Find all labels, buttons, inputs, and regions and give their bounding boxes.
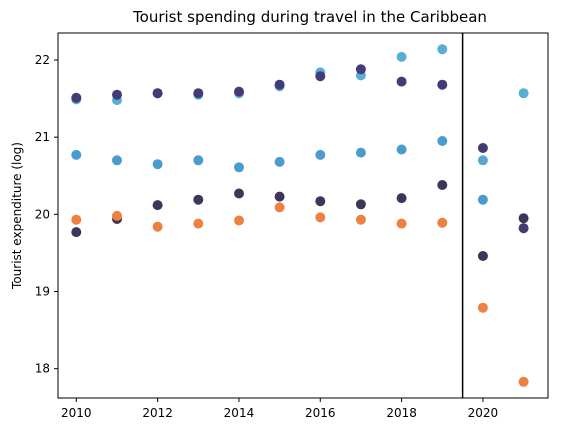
data-point-s1-1	[112, 89, 122, 100]
x-tick-label: 2014	[224, 406, 255, 420]
data-point-s4-6	[315, 196, 326, 207]
data-point-s2-3	[193, 155, 204, 166]
data-point-s4-4	[234, 188, 244, 199]
data-point-s3-0	[477, 155, 488, 166]
y-tick-label: 20	[35, 207, 50, 221]
data-point-s4-5	[274, 191, 285, 202]
data-point-s4-2	[152, 200, 163, 211]
data-point-s5-8	[396, 218, 407, 229]
data-point-s5-3	[193, 218, 204, 229]
data-point-s2-0	[71, 149, 82, 160]
data-point-s2-5	[274, 156, 285, 167]
data-point-s1-11	[518, 223, 529, 234]
x-tick-label: 2020	[468, 406, 499, 420]
x-tick-label: 2010	[61, 406, 92, 420]
data-point-s1-7	[355, 64, 366, 75]
data-point-s4-10	[477, 251, 488, 261]
x-tick-label: 2016	[305, 406, 336, 420]
data-point-s0-8	[396, 51, 407, 62]
data-point-s1-8	[396, 76, 407, 87]
data-point-s4-0	[71, 227, 82, 238]
data-point-s1-4	[234, 86, 244, 97]
data-point-s4-3	[193, 194, 204, 205]
data-point-s5-7	[355, 214, 366, 225]
data-point-s5-1	[112, 210, 122, 221]
data-point-s2-9	[437, 136, 448, 146]
data-point-s4-7	[355, 199, 366, 210]
data-point-s1-0	[71, 92, 82, 103]
data-point-s0-10	[518, 88, 529, 99]
data-point-s5-0	[71, 214, 82, 225]
x-tick-label: 2018	[386, 406, 417, 420]
data-point-s2-6	[315, 149, 326, 160]
data-point-s0-9	[437, 44, 448, 55]
data-points	[71, 44, 529, 387]
y-axis-label: Tourist expenditure (log)	[10, 142, 24, 290]
data-point-s4-11	[518, 213, 529, 224]
data-point-s2-2	[152, 159, 163, 170]
data-point-s2-7	[355, 147, 366, 158]
data-point-s5-2	[152, 221, 163, 232]
data-point-s1-10	[477, 143, 488, 153]
data-point-s5-5	[274, 202, 285, 213]
data-point-s5-9	[437, 217, 448, 228]
data-point-s5-11	[518, 376, 529, 387]
data-point-s4-9	[437, 180, 448, 190]
y-tick-label: 22	[35, 53, 50, 67]
data-point-s5-4	[234, 215, 244, 226]
x-axis-ticks: 2010 2012 2014 2016 2018 2020	[61, 398, 498, 420]
data-point-s5-6	[315, 212, 326, 223]
data-point-s2-4	[234, 162, 244, 173]
data-point-s2-10	[477, 194, 488, 205]
plot-frame	[57, 32, 549, 399]
data-point-s1-3	[193, 88, 204, 99]
data-point-s1-9	[437, 79, 448, 90]
data-point-s1-6	[315, 71, 326, 82]
data-point-s2-1	[112, 155, 122, 166]
y-tick-label: 18	[35, 362, 50, 376]
y-tick-label: 19	[35, 285, 50, 299]
data-point-s2-8	[396, 144, 407, 155]
data-point-s5-10	[477, 302, 488, 313]
data-point-s1-5	[274, 79, 285, 90]
y-axis-ticks: 18 19 20 21 22	[35, 53, 58, 376]
y-tick-label: 21	[35, 130, 50, 144]
data-point-s4-8	[396, 193, 407, 204]
chart-title: Tourist spending during travel in the Ca…	[132, 8, 487, 26]
x-tick-label: 2012	[142, 406, 173, 420]
data-point-s1-2	[152, 88, 163, 99]
